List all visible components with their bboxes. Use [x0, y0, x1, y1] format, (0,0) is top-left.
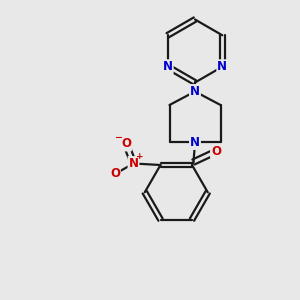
Text: N: N	[128, 157, 139, 170]
Text: +: +	[136, 152, 144, 161]
Text: N: N	[190, 136, 200, 149]
Text: N: N	[190, 85, 200, 98]
Text: O: O	[211, 145, 221, 158]
Text: N: N	[217, 60, 227, 73]
Text: O: O	[110, 167, 120, 181]
Text: O: O	[121, 137, 131, 151]
Text: −: −	[115, 133, 122, 142]
Text: N: N	[163, 60, 173, 73]
